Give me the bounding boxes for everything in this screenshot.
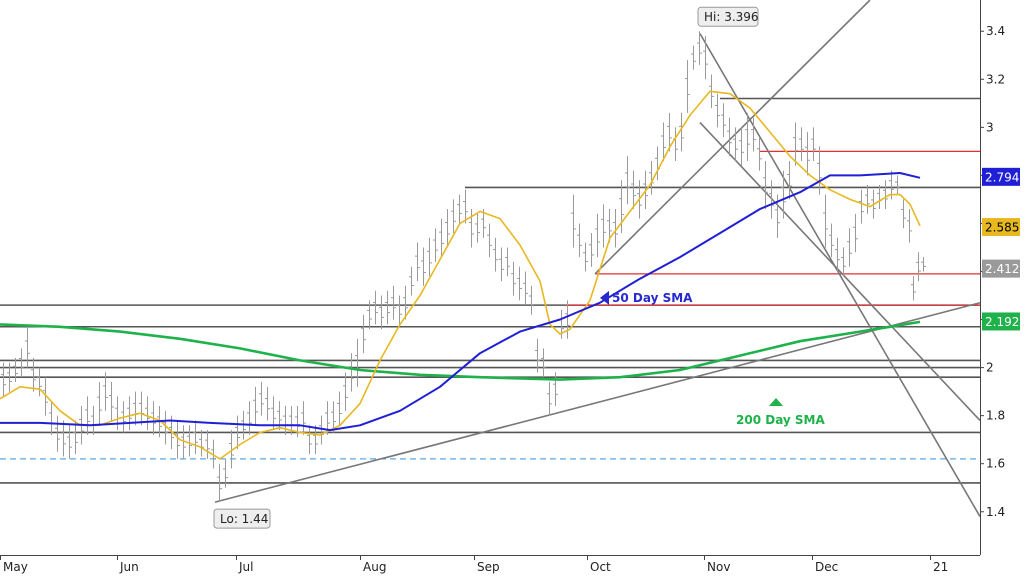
x-tick-label: Nov xyxy=(707,560,730,574)
price-tag-label: 2.585 xyxy=(985,221,1019,235)
hi-label: Hi: 3.396 xyxy=(704,10,759,24)
x-tick-label: May xyxy=(3,560,28,574)
plot-area xyxy=(0,0,980,555)
price-tags: 2.794 2.585 2.412 2.192 xyxy=(982,167,1020,331)
price-tag-label: 2.794 xyxy=(985,170,1019,184)
trendline xyxy=(594,0,871,275)
y-tick-label: 3 xyxy=(986,120,994,134)
left-arrow-icon xyxy=(600,290,609,305)
price-tag xyxy=(982,312,1020,331)
y-tick-label: 2 xyxy=(986,361,994,375)
price-tag xyxy=(982,167,1020,186)
up-arrow-icon xyxy=(769,398,783,407)
annotations: Hi: 3.396 Lo: 1.44 50 Day SMA 200 Day SM… xyxy=(213,6,826,529)
x-axis-ticks: May Jun Jul Aug Sep Oct Nov Dec 21 xyxy=(0,555,948,574)
x-tick-label: Oct xyxy=(590,560,611,574)
lo-marker: Lo: 1.44 xyxy=(213,508,271,529)
x-tick-label: Jun xyxy=(119,560,139,574)
series-line xyxy=(0,90,921,460)
price-tag xyxy=(982,218,1020,237)
trendlines xyxy=(214,0,981,517)
sma50-annotation: 50 Day SMA xyxy=(600,290,693,305)
lo-label: Lo: 1.44 xyxy=(220,512,268,526)
series-line xyxy=(0,320,921,381)
y-tick-label: 3.2 xyxy=(986,72,1005,86)
trendline xyxy=(699,121,981,422)
moving-averages xyxy=(0,90,921,460)
horizontal-levels xyxy=(0,97,980,484)
y-tick-label: 1.4 xyxy=(986,505,1005,519)
sma200-label: 200 Day SMA xyxy=(736,413,826,427)
x-tick-label: Jul xyxy=(238,560,253,574)
y-tick-label: 3.4 xyxy=(986,24,1005,38)
price-tag-label: 2.412 xyxy=(985,262,1019,276)
price-tag-label: 2.192 xyxy=(985,315,1019,329)
x-tick-label: Sep xyxy=(477,560,500,574)
x-tick-label: 21 xyxy=(933,560,948,574)
price-tag xyxy=(982,259,1020,278)
sma200-annotation: 200 Day SMA xyxy=(736,398,826,427)
trendline xyxy=(214,301,981,503)
hi-marker: Hi: 3.396 xyxy=(697,6,759,27)
x-tick-label: Aug xyxy=(363,560,386,574)
x-axis-panel xyxy=(0,555,1024,576)
y-tick-label: 1.6 xyxy=(986,457,1005,471)
sma50-label: 50 Day SMA xyxy=(612,291,693,305)
y-tick-label: 1.8 xyxy=(986,409,1005,423)
trendline xyxy=(699,33,981,517)
x-tick-label: Dec xyxy=(815,560,838,574)
series-line xyxy=(0,172,921,432)
